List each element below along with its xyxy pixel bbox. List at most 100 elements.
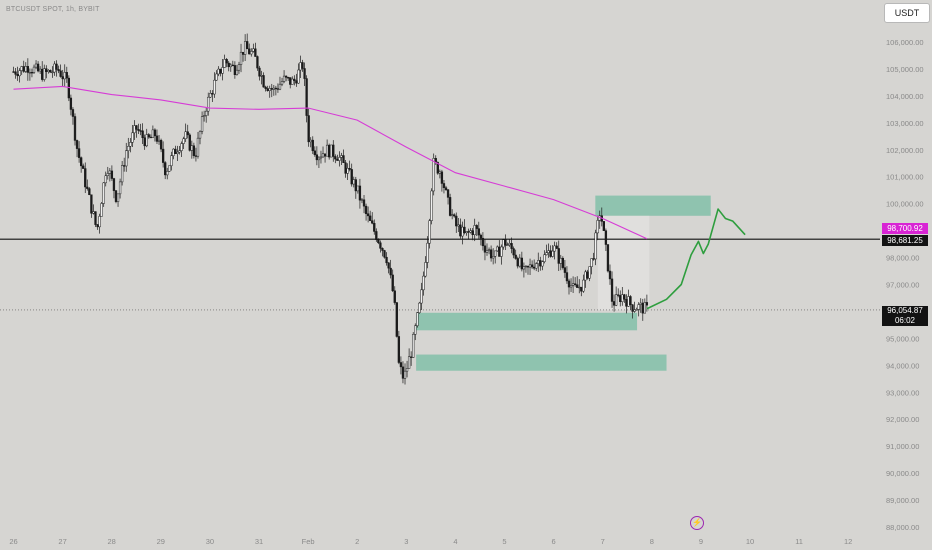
candle-body [92,211,95,214]
candle-body [53,63,56,73]
candle-body [118,181,122,195]
candle-body [252,48,255,52]
candle-body [573,283,577,285]
candle-body [182,138,185,144]
moving-average-line [13,85,648,240]
candle-body [254,48,257,57]
candle-body [282,75,286,82]
candle-body [385,256,388,264]
candle-body [537,260,540,264]
candle-body [266,88,269,91]
candle-body [30,72,34,74]
candle-body [12,71,15,73]
currency-button[interactable]: USDT [884,3,930,23]
candle-body [514,254,517,259]
hline-price-tag: 98,681.25 [882,235,928,246]
candle-body [506,244,509,246]
x-tick-label: 7 [601,537,605,546]
candle-body [297,69,300,84]
y-tick-label: 95,000.00 [886,334,919,343]
candle-body [610,278,614,302]
candle-body [303,68,306,79]
candle-body [164,162,167,176]
candle-body [539,260,542,267]
countdown-value: 06:02 [894,316,916,325]
candle-body [545,252,548,256]
candle-body [313,150,316,155]
candle-body [358,185,362,201]
candle-body [350,169,353,185]
candle-body [268,88,271,91]
x-tick-label: 31 [255,537,263,546]
candle-body [440,171,444,184]
candle-body [34,63,38,68]
candle-body [28,72,32,74]
candle-body [549,250,552,257]
candle-body [149,136,152,139]
candle-body [422,275,425,291]
candle-body [18,70,21,77]
candle-body [623,294,626,300]
candle-body [416,312,419,327]
candle-body [295,80,298,84]
candle-body [596,220,599,234]
candle-body [463,226,466,234]
candle-body [41,68,44,80]
candle-body [213,79,216,95]
candle-body [477,228,480,236]
candle-body [330,144,333,158]
current-price-tag: 96,054.87 06:02 [882,306,928,326]
candle-body [139,130,142,132]
candle-body [227,62,230,68]
candle-body [362,199,366,207]
x-tick-label: 26 [9,537,17,546]
candle-body [639,302,642,305]
candle-body [180,143,183,151]
candle-body [14,71,17,75]
candle-body [229,64,232,68]
candle-body [399,362,403,368]
lightning-icon[interactable]: ⚡ [690,516,704,530]
candle-body [311,139,314,152]
candle-body [241,51,245,55]
y-tick-label: 104,000.00 [886,92,924,101]
candle-body [63,72,66,80]
candle-body [606,244,610,272]
candle-body [137,129,140,131]
candle-body [389,267,392,276]
candle-body [553,245,556,252]
candle-body [127,146,130,151]
y-tick-label: 92,000.00 [886,415,919,424]
candle-body [215,73,218,81]
demand-zone-0 [595,195,711,216]
candle-body [84,168,87,188]
candle-body [90,194,93,214]
candle-body [602,221,605,231]
candle-body [451,214,454,216]
candle-body [617,294,620,296]
candle-body [123,165,126,167]
y-tick-label: 100,000.00 [886,200,924,209]
x-tick-label: 9 [699,537,703,546]
candle-body [475,225,478,229]
candle-body [366,213,370,217]
candle-body [198,131,202,139]
candle-body [202,115,206,117]
candle-body [524,265,528,268]
candle-body [637,304,640,310]
candle-body [627,296,630,307]
x-tick-label: 3 [404,537,408,546]
candle-body [530,264,534,268]
candle-body [108,170,111,174]
candle-body [403,370,407,379]
candle-body [561,257,564,268]
candle-body [49,70,52,73]
y-tick-label: 97,000.00 [886,281,919,290]
candle-body [352,179,355,185]
candle-body [461,226,464,237]
candle-body [590,258,593,267]
candle-body [328,144,331,158]
candle-body [571,283,575,286]
candle-body [153,129,157,137]
